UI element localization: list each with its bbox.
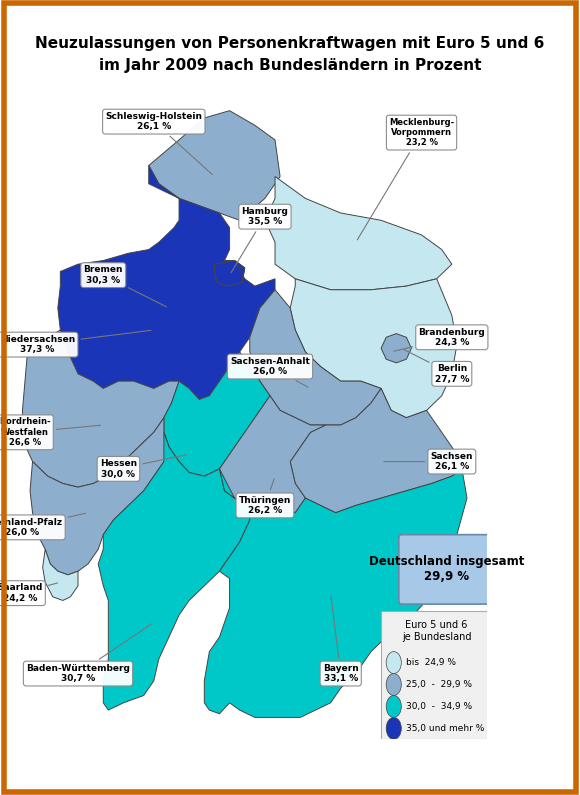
Text: Thüringen
26,2 %: Thüringen 26,2 % (239, 479, 291, 515)
Text: Mecklenburg-
Vorpommern
23,2 %: Mecklenburg- Vorpommern 23,2 % (357, 118, 454, 240)
Polygon shape (290, 279, 457, 417)
Text: Neuzulassungen von Personenkraftwagen mit Euro 5 und 6: Neuzulassungen von Personenkraftwagen mi… (35, 37, 545, 51)
Text: bis  24,9 %: bis 24,9 % (407, 658, 456, 667)
Polygon shape (23, 330, 179, 487)
Polygon shape (58, 165, 275, 399)
Text: Deutschland insgesamt
29,9 %: Deutschland insgesamt 29,9 % (369, 556, 524, 584)
Text: Bayern
33,1 %: Bayern 33,1 % (323, 596, 358, 683)
Circle shape (386, 696, 401, 717)
Text: im Jahr 2009 nach Bundesländern in Prozent: im Jahr 2009 nach Bundesländern in Proze… (99, 58, 481, 72)
Polygon shape (148, 111, 280, 220)
Circle shape (386, 673, 401, 696)
Text: 35,0 und mehr %: 35,0 und mehr % (407, 724, 485, 733)
Text: Euro 5 und 6
je Bundesland: Euro 5 und 6 je Bundesland (402, 620, 472, 642)
Text: Hessen
30,0 %: Hessen 30,0 % (100, 455, 186, 479)
Text: Bremen
30,3 %: Bremen 30,3 % (84, 266, 166, 307)
Text: Saarland
24,2 %: Saarland 24,2 % (0, 583, 57, 603)
Polygon shape (215, 261, 245, 286)
Polygon shape (250, 289, 381, 425)
Polygon shape (290, 389, 462, 513)
Text: Nordrhein-
Westfalen
26,6 %: Nordrhein- Westfalen 26,6 % (0, 417, 100, 448)
Text: Niedersachsen
37,3 %: Niedersachsen 37,3 % (0, 330, 151, 355)
FancyBboxPatch shape (381, 611, 492, 739)
Text: Brandenburg
24,3 %: Brandenburg 24,3 % (394, 328, 485, 351)
Text: Schleswig-Holstein
26,1 %: Schleswig-Holstein 26,1 % (106, 112, 212, 175)
Text: Sachsen-Anhalt
26,0 %: Sachsen-Anhalt 26,0 % (230, 357, 310, 387)
Text: 25,0  -  29,9 %: 25,0 - 29,9 % (407, 680, 472, 689)
Polygon shape (30, 417, 169, 575)
Polygon shape (265, 176, 452, 289)
Text: 30,0  -  34,9 %: 30,0 - 34,9 % (407, 702, 473, 711)
Polygon shape (381, 334, 411, 363)
FancyBboxPatch shape (399, 535, 495, 604)
Circle shape (386, 717, 401, 739)
Text: Hamburg
35,5 %: Hamburg 35,5 % (231, 207, 288, 273)
Polygon shape (204, 469, 467, 717)
Text: Berlin
27,7 %: Berlin 27,7 % (404, 350, 469, 383)
Polygon shape (219, 396, 325, 513)
Polygon shape (159, 297, 179, 317)
Text: Sachsen
26,1 %: Sachsen 26,1 % (384, 452, 473, 471)
Text: Rheinland-Pfalz
26,0 %: Rheinland-Pfalz 26,0 % (0, 514, 85, 537)
Polygon shape (164, 352, 270, 476)
Polygon shape (43, 549, 78, 600)
Text: Baden-Württemberg
30,7 %: Baden-Württemberg 30,7 % (26, 624, 151, 683)
Circle shape (386, 652, 401, 673)
Polygon shape (98, 432, 250, 710)
